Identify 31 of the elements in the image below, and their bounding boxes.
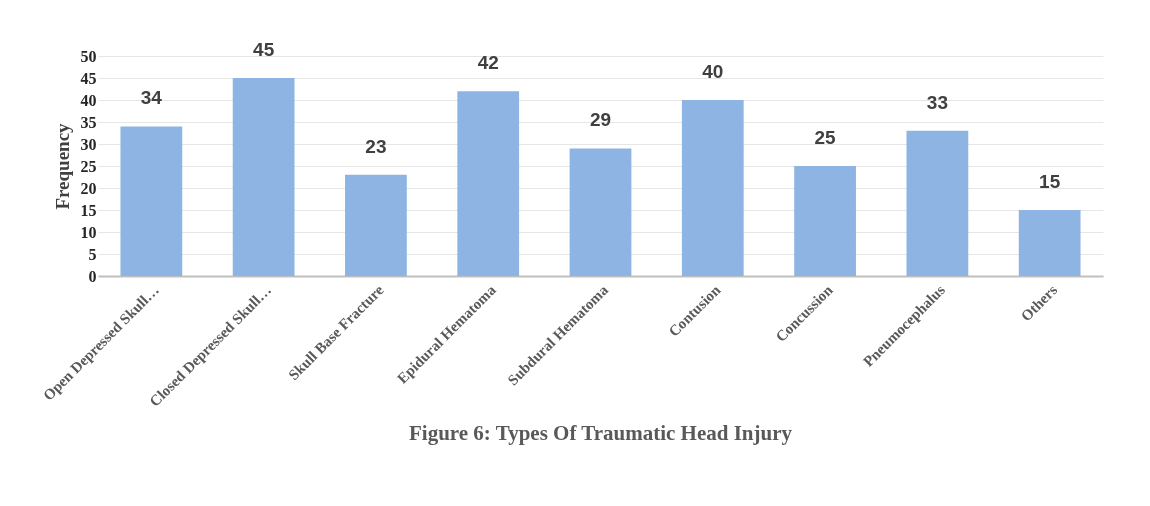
y-tick-label: 25 <box>80 157 97 175</box>
data-label: 15 <box>1039 171 1061 192</box>
text: Figure 6: Types Of Traumatic Head Injury <box>408 421 793 446</box>
bar <box>681 100 744 276</box>
data-label: 33 <box>926 91 948 113</box>
y-tick-label: 50 <box>80 47 97 65</box>
bar <box>232 78 295 276</box>
y-tick-label: 20 <box>80 179 97 197</box>
bar <box>1018 210 1081 276</box>
data-label: 40 <box>702 61 724 82</box>
y-axis-title: Frequency <box>51 122 73 210</box>
y-tick-label: 10 <box>80 223 97 241</box>
y-tick-label: 30 <box>80 135 97 153</box>
bar <box>794 166 856 276</box>
bar <box>345 174 407 276</box>
bar <box>457 91 520 276</box>
y-tick-label: 15 <box>80 201 97 219</box>
y-tick-label: 0 <box>88 267 97 285</box>
data-label: 34 <box>140 87 163 109</box>
data-label: 23 <box>365 135 387 157</box>
bar <box>569 148 632 276</box>
data-label: 42 <box>477 52 499 74</box>
data-label: 25 <box>814 127 837 148</box>
y-tick-label: 5 <box>88 245 97 263</box>
data-label: 45 <box>253 39 275 60</box>
y-tick-label: 45 <box>80 69 97 87</box>
y-tick-label: 40 <box>80 91 97 109</box>
bar <box>906 130 969 276</box>
bar <box>120 126 183 276</box>
data-label: 29 <box>589 109 612 131</box>
y-tick-label: 35 <box>80 113 97 131</box>
